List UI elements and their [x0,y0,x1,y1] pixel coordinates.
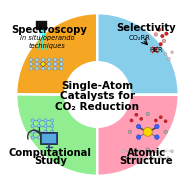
Circle shape [135,113,138,116]
Circle shape [37,119,41,122]
Circle shape [29,58,33,61]
Circle shape [143,127,152,136]
Circle shape [53,62,57,66]
Circle shape [54,67,57,70]
Circle shape [31,125,34,128]
Circle shape [128,130,132,134]
Circle shape [164,120,167,123]
Circle shape [130,119,133,122]
Circle shape [65,62,130,127]
Text: CO₂ Reduction: CO₂ Reduction [55,102,139,112]
Circle shape [35,58,39,61]
Circle shape [162,39,166,43]
Circle shape [154,119,157,122]
Circle shape [154,150,157,153]
Circle shape [44,119,47,122]
Circle shape [44,125,47,128]
Circle shape [161,34,164,38]
Wedge shape [16,94,98,176]
Circle shape [134,156,137,159]
Text: Study: Study [34,156,67,166]
Circle shape [47,62,51,66]
Circle shape [41,58,45,61]
Circle shape [136,135,141,139]
Wedge shape [16,13,98,94]
Text: Spectroscopy: Spectroscopy [11,25,87,35]
Text: Selectivity: Selectivity [116,23,176,33]
Circle shape [41,67,45,70]
Text: Catalysts for: Catalysts for [60,91,135,101]
Circle shape [150,156,153,159]
Circle shape [44,130,47,133]
Circle shape [140,117,143,120]
Circle shape [60,67,63,70]
Circle shape [142,156,145,159]
Circle shape [31,130,34,133]
Circle shape [146,112,149,116]
Circle shape [164,53,167,55]
Circle shape [44,136,47,139]
Circle shape [167,156,170,159]
Text: In situ/operando
techniques: In situ/operando techniques [20,35,74,49]
Circle shape [164,130,167,134]
Circle shape [136,124,141,129]
Circle shape [37,130,41,133]
Wedge shape [98,94,179,176]
Circle shape [31,119,34,122]
Circle shape [159,116,162,119]
Circle shape [41,62,45,66]
Text: CO₂RR: CO₂RR [129,35,151,41]
Circle shape [130,150,133,153]
Text: Computational: Computational [9,148,92,158]
Circle shape [163,150,165,153]
Circle shape [171,150,174,153]
Circle shape [48,67,51,70]
Circle shape [29,62,33,66]
Circle shape [146,148,149,151]
Circle shape [146,150,149,153]
Circle shape [126,156,129,159]
Text: Atomic: Atomic [127,148,166,158]
Circle shape [60,58,63,61]
Circle shape [50,125,54,128]
Circle shape [159,42,163,46]
Circle shape [158,156,161,159]
Text: Structure: Structure [119,156,173,166]
Circle shape [50,136,54,139]
Circle shape [165,32,168,36]
Circle shape [154,33,158,36]
Text: HER: HER [149,47,163,53]
Circle shape [122,150,125,153]
FancyBboxPatch shape [36,21,47,30]
Circle shape [138,150,141,153]
Circle shape [155,135,159,139]
Circle shape [50,130,54,133]
Circle shape [37,136,41,139]
Circle shape [35,62,39,66]
FancyBboxPatch shape [40,132,57,144]
Circle shape [60,62,63,66]
Circle shape [167,57,170,60]
Circle shape [31,136,34,139]
Circle shape [157,28,161,31]
Circle shape [29,67,33,70]
Wedge shape [98,13,179,94]
Circle shape [35,67,39,70]
FancyBboxPatch shape [42,134,56,143]
Circle shape [48,58,51,61]
Circle shape [50,119,54,122]
Circle shape [54,58,57,61]
Circle shape [171,51,174,54]
Text: Single-Atom: Single-Atom [61,81,133,91]
Circle shape [37,125,41,128]
Circle shape [155,124,159,129]
